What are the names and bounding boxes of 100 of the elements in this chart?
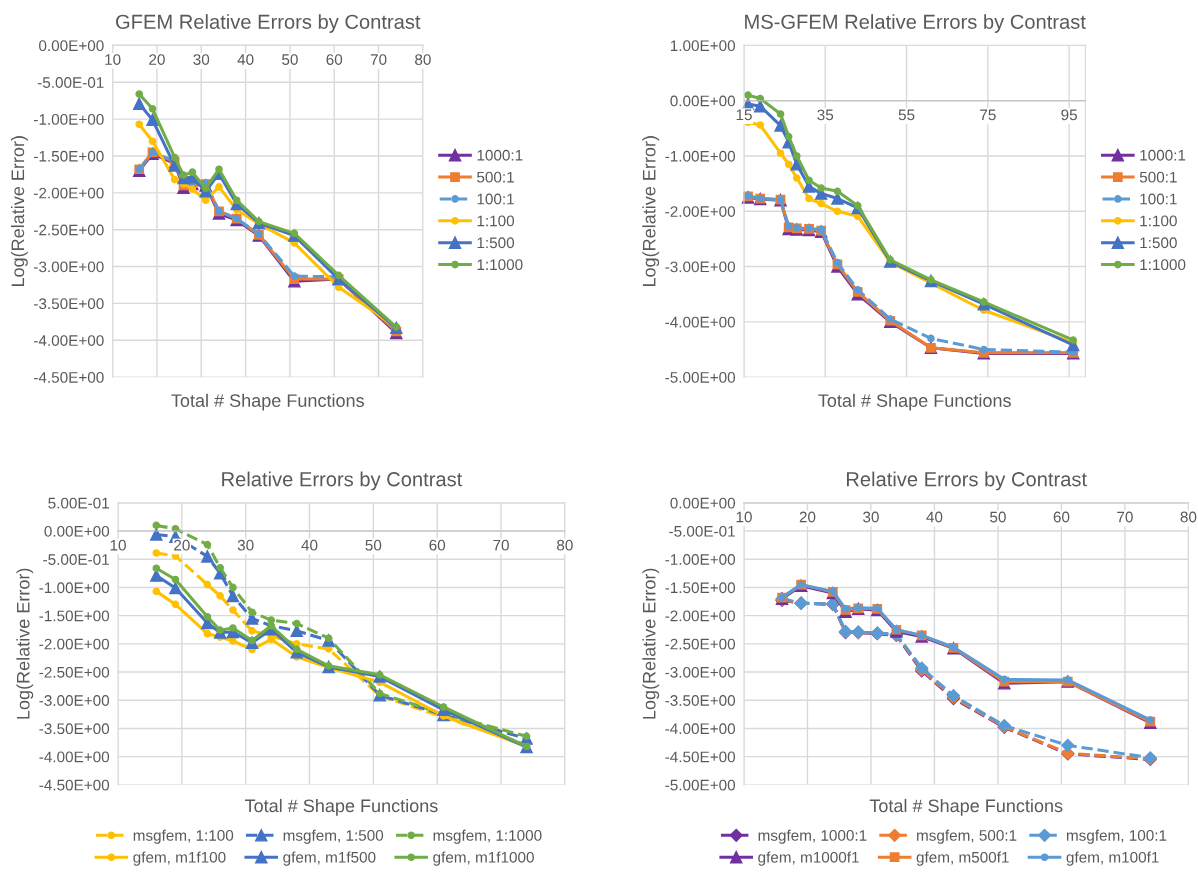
x-tick-label: 50 <box>990 511 1006 523</box>
x-tick-label: 30 <box>863 511 879 523</box>
x-tick-label: 70 <box>1117 511 1133 523</box>
y-tick-label: 0.00E+00 <box>39 40 104 52</box>
y-axis-title: Log(Relative Error) <box>16 568 34 719</box>
legend-label: gfem, m1f1000 <box>433 851 534 866</box>
x-axis-title: Total # Shape Functions <box>171 393 364 411</box>
legend-label: 1000:1 <box>1140 149 1186 161</box>
y-tick-label: 0.00E+00 <box>670 497 736 509</box>
legend-label: 500:1 <box>1139 171 1177 183</box>
y-axis-title: Log(Relative Error) <box>10 136 28 287</box>
y-tick-label: -2.00E+00 <box>34 187 104 199</box>
y-tick-label: -3.00E+00 <box>34 261 104 273</box>
y-tick-label: -4.00E+00 <box>34 335 104 346</box>
y-tick-label: -1.00E+00 <box>665 554 736 565</box>
y-axis-title: Log(Relative Error) <box>642 568 660 719</box>
y-tick-label: 0.00E+00 <box>44 525 110 537</box>
y-tick-label: -4.00E+00 <box>665 723 736 735</box>
y-tick-label: -3.50E+00 <box>39 723 110 735</box>
x-tick-label: 20 <box>149 54 165 65</box>
y-tick-label: -1.00E+00 <box>34 113 104 125</box>
y-axis-title: Log(Relative Error) <box>642 136 660 287</box>
y-tick-label: -3.00E+00 <box>665 666 736 678</box>
x-tick-label: 40 <box>301 539 318 551</box>
legend-label: 1:500 <box>477 237 515 249</box>
x-tick-label: 75 <box>980 109 996 121</box>
y-tick-label: -2.00E+00 <box>39 638 110 650</box>
legend-label: gfem, m1000f1 <box>758 851 859 866</box>
x-tick-label: 30 <box>193 54 210 65</box>
x-tick-label: 60 <box>429 539 446 551</box>
legend-label: 1:500 <box>1140 237 1177 249</box>
legend-label: msgfem, 1:100 <box>133 829 234 844</box>
chart-title: Relative Errors by Contrast <box>846 471 1087 491</box>
legend-label: 100:1 <box>1140 193 1177 205</box>
legend-label: 1:100 <box>477 215 515 227</box>
y-tick-label: -1.50E+00 <box>39 610 110 622</box>
y-tick-label: -4.00E+00 <box>39 751 110 763</box>
x-tick-label: 10 <box>110 539 126 551</box>
chart-title: MS-GFEM Relative Errors by Contrast <box>745 14 1086 33</box>
y-tick-label: -2.50E+00 <box>34 224 104 236</box>
x-axis-title: Total # Shape Functions <box>818 393 1011 411</box>
y-tick-label: -1.00E+00 <box>665 150 736 162</box>
legend-label: 1:1000 <box>477 259 523 271</box>
legend-label: msgfem, 1000:1 <box>758 829 867 844</box>
x-tick-label: 20 <box>174 539 190 551</box>
legend-label: 100:1 <box>477 193 514 205</box>
y-tick-label: -4.50E+00 <box>665 751 736 763</box>
x-tick-label: 40 <box>926 511 943 523</box>
y-tick-label: -2.50E+00 <box>39 666 110 678</box>
chart-title: Relative Errors by Contrast <box>222 471 463 491</box>
x-axis-title: Total # Shape Functions <box>869 798 1063 816</box>
legend-label: gfem, m100f1 <box>1066 851 1159 866</box>
x-tick-label: 15 <box>736 109 752 121</box>
legend-label: msgfem, 500:1 <box>917 829 1017 844</box>
x-tick-label: 10 <box>736 511 752 523</box>
x-tick-label: 50 <box>282 54 298 65</box>
chart-title: GFEM Relative Errors by Contrast <box>116 14 421 33</box>
y-tick-label: -5.00E-01 <box>37 77 104 88</box>
y-tick-label: -2.00E+00 <box>665 610 736 622</box>
legend-label: 500:1 <box>477 171 514 183</box>
legend-label: 1:100 <box>1140 215 1177 227</box>
x-tick-label: 40 <box>237 54 254 65</box>
x-tick-label: 30 <box>237 539 254 551</box>
y-tick-label: -5.00E-01 <box>43 554 109 565</box>
legend-label: msgfem, 1:500 <box>283 829 384 844</box>
x-tick-label: 70 <box>370 54 387 65</box>
x-tick-label: 70 <box>493 539 509 551</box>
y-tick-label: -2.00E+00 <box>665 206 736 217</box>
y-tick-label: -1.50E+00 <box>34 150 104 162</box>
legend-label: msgfem, 1:1000 <box>433 829 542 844</box>
y-tick-label: -3.50E+00 <box>34 298 104 310</box>
legend-label: gfem, m500f1 <box>916 851 1009 866</box>
x-axis-title: Total # Shape Functions <box>244 798 438 816</box>
y-tick-label: -5.00E+00 <box>665 372 736 383</box>
x-tick-label: 60 <box>1053 511 1070 523</box>
x-tick-label: 60 <box>326 54 343 65</box>
y-tick-label: -1.50E+00 <box>665 582 736 594</box>
x-tick-label: 20 <box>799 511 816 523</box>
x-tick-label: 80 <box>415 54 431 65</box>
legend-label: 1000:1 <box>477 149 523 161</box>
legend-label: gfem, m1f100 <box>133 851 226 866</box>
y-tick-label: -5.00E-01 <box>669 525 735 537</box>
y-tick-label: 1.00E+00 <box>670 40 736 52</box>
y-tick-label: -1.00E+00 <box>39 582 110 594</box>
y-tick-label: -4.50E+00 <box>34 372 104 383</box>
x-tick-label: 80 <box>557 539 573 551</box>
y-tick-label: -4.50E+00 <box>39 779 110 791</box>
legend-label: gfem, m1f500 <box>283 851 376 866</box>
x-tick-label: 35 <box>817 109 834 121</box>
x-tick-label: 10 <box>105 54 121 65</box>
y-tick-label: -3.50E+00 <box>665 695 736 706</box>
y-tick-label: -5.00E+00 <box>665 779 736 791</box>
x-tick-label: 55 <box>898 109 915 121</box>
x-tick-label: 50 <box>365 539 382 551</box>
x-tick-label: 80 <box>1180 511 1197 523</box>
y-tick-label: 5.00E-01 <box>48 497 109 509</box>
x-tick-label: 95 <box>1061 109 1077 121</box>
y-tick-label: -3.00E+00 <box>665 261 736 273</box>
y-tick-label: 0.00E+00 <box>670 95 736 107</box>
legend-label: msgfem, 100:1 <box>1066 829 1167 844</box>
